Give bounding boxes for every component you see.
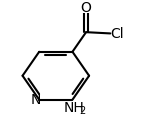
Text: O: O [81,1,91,15]
Text: N: N [30,93,41,107]
Text: NH: NH [64,102,84,116]
Text: 2: 2 [79,106,85,116]
Text: Cl: Cl [111,27,124,41]
